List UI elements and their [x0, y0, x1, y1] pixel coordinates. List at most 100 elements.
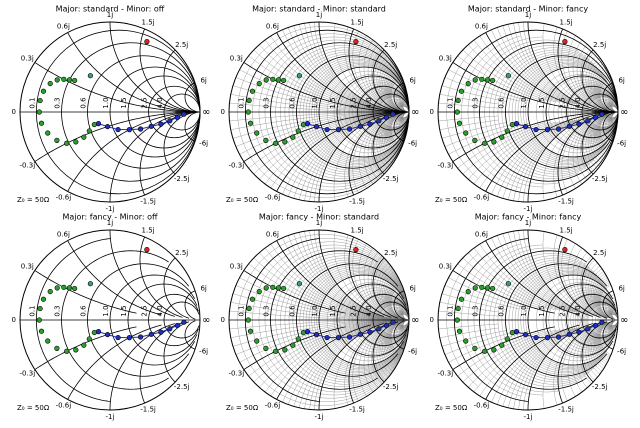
minor-grid-line: [457, 330, 545, 377]
major-grid-line: [527, 111, 618, 203]
data-point: [295, 336, 301, 342]
data-point: [505, 73, 511, 79]
data-point: [324, 126, 330, 133]
data-point: [282, 347, 288, 353]
minor-grid-line: [587, 114, 605, 167]
data-point: [544, 335, 551, 341]
major-grid-line: [318, 229, 384, 317]
major-grid-line: [393, 320, 405, 350]
minor-grid-line: [518, 119, 581, 202]
x-tick-label: 1.5j: [560, 18, 573, 26]
data-point: [174, 114, 180, 121]
data-point: [181, 111, 187, 117]
minor-grid-line: [508, 232, 577, 313]
major-grid-line: [67, 32, 200, 113]
major-grid-line: [139, 111, 200, 196]
data-point: [592, 322, 598, 329]
minor-grid-line: [448, 330, 530, 363]
minor-grid-line: [607, 320, 616, 340]
x-tick-label: -2.5j: [592, 383, 608, 391]
data-point: [357, 331, 363, 337]
r-tick-label: 1.5: [329, 305, 337, 316]
major-grid-line: [602, 111, 619, 142]
zero-label: 0: [430, 316, 434, 324]
minor-grid-line: [585, 323, 605, 378]
data-point: [246, 97, 252, 104]
minor-grid-line: [595, 114, 609, 155]
x-tick-label: 0.6j: [57, 230, 70, 238]
x-tick-label: -1j: [524, 205, 533, 213]
data-point: [390, 319, 396, 325]
z0-label: Z₀ = 50Ω: [226, 196, 259, 204]
data-point: [263, 137, 269, 143]
data-point: [367, 329, 373, 335]
data-point: [479, 284, 485, 290]
minor-grid-line: [591, 322, 607, 369]
major-grid-line: [163, 321, 190, 383]
minor-grid-line: [576, 323, 601, 388]
chart-border: [228, 229, 410, 411]
r-tick-label: 1.5: [329, 97, 337, 108]
minor-grid-line: [438, 323, 499, 330]
r-tick-label: 0.6: [80, 305, 88, 317]
data-point: [256, 288, 262, 295]
data-line: [98, 113, 185, 131]
data-point: [592, 114, 598, 121]
data-point: [313, 123, 320, 130]
x-tick-label: -0.3j: [20, 161, 36, 169]
x-tick-label: -6j: [408, 347, 417, 355]
minor-grid-line: [479, 35, 564, 103]
minor-grid-line: [513, 231, 579, 313]
minor-grid-line: [523, 326, 582, 410]
minor-grid-line: [595, 322, 609, 363]
minor-grid-line: [502, 25, 575, 105]
data-point: [66, 77, 73, 83]
data-point: [254, 130, 260, 136]
title: Major: fancy - Minor: standard: [259, 213, 379, 222]
x-tick-label: 0.3j: [439, 263, 452, 271]
r-tick-label: 0.3: [54, 97, 62, 108]
data-point: [472, 137, 478, 143]
data-line: [516, 113, 603, 131]
data-point: [167, 326, 173, 332]
r-tick-label: 0.1: [446, 305, 454, 316]
z0-label: Z₀ = 50Ω: [435, 196, 468, 204]
data-point: [86, 128, 92, 134]
r-tick-label: 1.0: [311, 305, 319, 316]
chart-border: [437, 21, 619, 203]
minor-grid-line: [542, 118, 589, 201]
x-tick-label: -6j: [408, 139, 417, 147]
minor-grid-line: [457, 55, 545, 102]
data-point: [148, 331, 154, 337]
infinity-label: ∞: [202, 315, 210, 326]
minor-grid-line: [585, 115, 605, 170]
major-grid-line: [184, 111, 201, 142]
major-grid-line: [67, 111, 200, 192]
x-tick-label: -0.6j: [474, 402, 490, 410]
major-grid-line: [557, 322, 601, 404]
minor-grid-line: [444, 330, 520, 355]
major-grid-line: [602, 320, 614, 350]
major-grid-line: [67, 240, 162, 316]
data-point: [247, 120, 254, 126]
x-tick-label: 1j: [107, 11, 113, 19]
r-tick-label: 2.5: [350, 305, 358, 316]
r-tick-label: 0.1: [28, 97, 36, 108]
minor-grid-line: [439, 302, 499, 313]
x-tick-label: -1.5j: [140, 198, 156, 206]
x-tick-label: 1.5j: [560, 226, 573, 234]
x-tick-label: 2.5j: [175, 41, 188, 49]
data-point: [263, 77, 269, 83]
minor-grid-line: [572, 39, 600, 108]
major-grid-line: [348, 111, 409, 196]
major-grid-line: [109, 21, 200, 113]
major-grid-line: [393, 82, 410, 113]
minor-grid-line: [606, 297, 616, 319]
r-tick-label: 1.0: [520, 305, 528, 316]
infinity-label: ∞: [202, 107, 210, 118]
data-point: [454, 109, 460, 115]
x-tick-label: -6j: [199, 139, 208, 147]
x-tick-label: -0.6j: [265, 402, 281, 410]
data-point: [295, 128, 301, 134]
